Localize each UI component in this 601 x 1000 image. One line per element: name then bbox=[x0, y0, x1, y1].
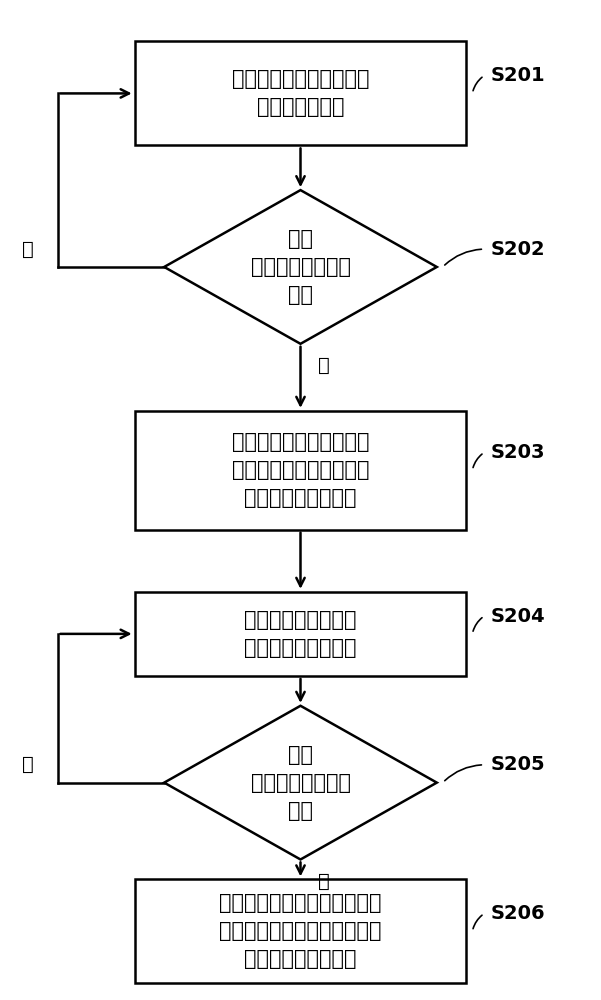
Text: S203: S203 bbox=[490, 443, 545, 462]
Text: S206: S206 bbox=[490, 904, 545, 923]
Text: 通过调节模块细调一
次待测波道的衰减值: 通过调节模块细调一 次待测波道的衰减值 bbox=[244, 610, 357, 658]
Bar bbox=[135, 592, 466, 676]
Text: S202: S202 bbox=[490, 240, 545, 259]
Text: 调节
模块判断业务是否
中断: 调节 模块判断业务是否 中断 bbox=[251, 229, 350, 305]
Text: 通过调节模块粗调一次待
测波道的衰减值: 通过调节模块粗调一次待 测波道的衰减值 bbox=[232, 69, 369, 117]
Text: 否: 否 bbox=[22, 755, 34, 774]
Polygon shape bbox=[164, 190, 437, 344]
Text: S204: S204 bbox=[490, 607, 545, 626]
Text: 是: 是 bbox=[319, 872, 330, 891]
Text: S201: S201 bbox=[490, 66, 545, 85]
Text: 否: 否 bbox=[22, 240, 34, 259]
Text: 通过调节模块回调一次待
测波道的衰减值，回调的
步长等于粗调的步长: 通过调节模块回调一次待 测波道的衰减值，回调的 步长等于粗调的步长 bbox=[232, 432, 369, 508]
Polygon shape bbox=[164, 706, 437, 859]
Bar bbox=[135, 41, 466, 145]
Text: 调节
模块判断业务是否
中断: 调节 模块判断业务是否 中断 bbox=[251, 745, 350, 821]
Text: 通过调节模块回调待测波道的
衰减值直至业务恢复，获取极
限光信噪比的临界点: 通过调节模块回调待测波道的 衰减值直至业务恢复，获取极 限光信噪比的临界点 bbox=[219, 893, 382, 969]
Bar bbox=[135, 411, 466, 530]
Bar bbox=[135, 879, 466, 983]
Text: S205: S205 bbox=[490, 755, 545, 774]
Text: 是: 是 bbox=[319, 356, 330, 375]
